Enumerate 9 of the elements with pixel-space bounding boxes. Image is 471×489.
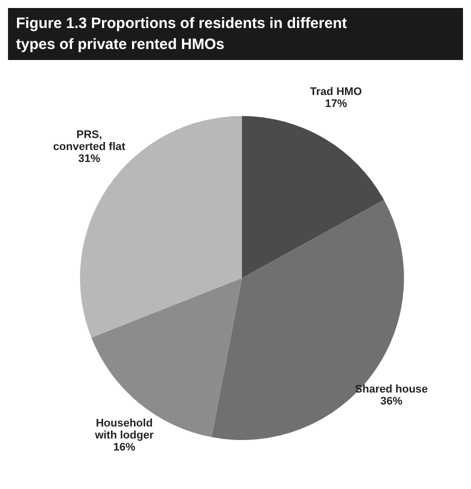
slice-label: PRS, converted flat bbox=[53, 129, 126, 154]
data-label: 17% bbox=[324, 98, 348, 110]
data-label: 16% bbox=[113, 441, 136, 454]
data-label: 31% bbox=[78, 153, 100, 166]
chart-title: Figure 1.3 Proportions of residents in different types of private rented HMOs bbox=[16, 15, 347, 53]
data-label: 36% bbox=[380, 396, 403, 408]
pie-slice bbox=[242, 116, 384, 278]
slice-label: Household with lodger bbox=[94, 417, 154, 442]
slice-label: Trad HMO bbox=[310, 86, 362, 98]
